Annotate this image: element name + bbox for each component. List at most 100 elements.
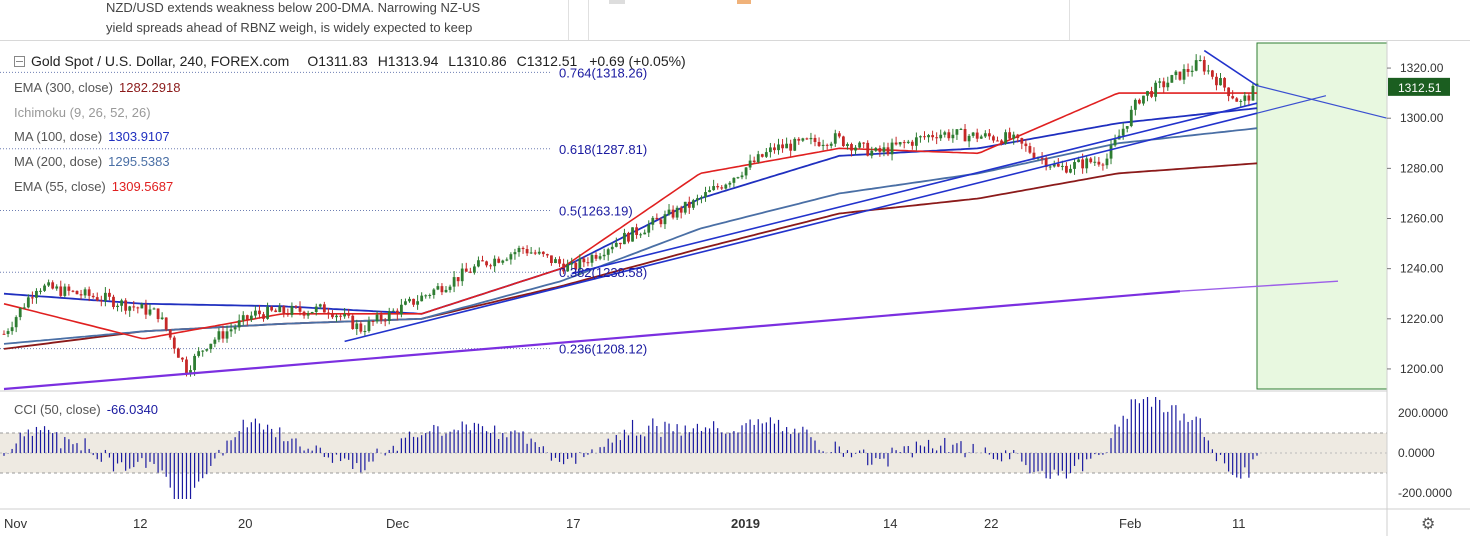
news-card[interactable]: NZD/USD extends weakness below 200-DMA. … xyxy=(92,0,569,40)
candle-body xyxy=(955,129,959,135)
candle-body xyxy=(2,333,6,335)
candle-body xyxy=(683,201,687,213)
candle-body xyxy=(886,147,890,155)
candle-body xyxy=(1186,69,1190,72)
candle-body xyxy=(825,144,829,146)
candle-body xyxy=(513,252,517,255)
candle-body xyxy=(71,290,75,292)
time-label: Dec xyxy=(386,516,410,531)
news-subline: yield spreads ahead of RBNZ weigh, is wi… xyxy=(106,20,473,35)
candle-body xyxy=(47,282,51,286)
fib-level-label: 0.5(1263.19) xyxy=(559,204,633,219)
ohlc-close: C1312.51 xyxy=(516,53,578,69)
candle-body xyxy=(83,289,87,296)
candle-body xyxy=(935,137,939,139)
candle-body xyxy=(1105,158,1109,166)
candle-body xyxy=(10,327,14,332)
indicator-ma100[interactable]: MA (100, dose) 1303.9107 xyxy=(14,129,170,144)
candle-body xyxy=(509,254,513,260)
candle-body xyxy=(728,182,732,185)
candle-body xyxy=(696,198,699,201)
candle-body xyxy=(363,331,367,333)
candle-body xyxy=(1097,161,1101,165)
time-label: 14 xyxy=(883,516,897,531)
candle-body xyxy=(614,242,618,247)
settings-gear-icon[interactable]: ⚙ xyxy=(1421,516,1435,533)
candle-body xyxy=(846,144,849,147)
candle-body xyxy=(1166,82,1170,88)
chart-area[interactable]: 1320.00 1300.00 1280.00 1260.00 1240.00 1220.… xyxy=(0,40,1470,536)
candle-body xyxy=(99,300,103,302)
symbol-title[interactable]: Gold Spot / U.S. Dollar, 240, FOREX.com xyxy=(31,53,290,69)
candle-body xyxy=(489,265,493,267)
candle-body xyxy=(992,136,995,141)
candle-body xyxy=(428,295,432,297)
price-tick-label: 1320.00 xyxy=(1400,61,1444,75)
candle-body xyxy=(651,217,655,225)
candle-body xyxy=(793,138,797,151)
candle-body xyxy=(43,285,46,291)
time-label: 2019 xyxy=(731,516,760,531)
candle-body xyxy=(1056,163,1060,167)
fib-level-label: 0.764(1318.26) xyxy=(559,65,647,80)
candle-body xyxy=(432,289,436,296)
candle-body xyxy=(785,143,789,149)
indicator-ma200[interactable]: MA (200, dose) 1295.5383 xyxy=(14,154,170,169)
indicator-name: MA (100, dose) xyxy=(14,129,103,144)
candle-body xyxy=(209,343,213,350)
candle-body xyxy=(63,286,67,296)
indicator-ema300[interactable]: EMA (300, close) 1282.2918 xyxy=(14,80,180,95)
chart-canvas[interactable]: 1320.00 1300.00 1280.00 1260.00 1240.00 1220.… xyxy=(0,41,1470,536)
cci-legend[interactable]: CCI (50, close) -66.0340 xyxy=(14,402,158,417)
candle-body xyxy=(103,292,107,301)
candle-body xyxy=(452,277,456,287)
candle-body xyxy=(894,142,898,145)
candle-body xyxy=(152,308,156,310)
candle-body xyxy=(1243,95,1247,101)
indicator-name: EMA (55, close) xyxy=(14,179,106,194)
candle-body xyxy=(1113,139,1117,146)
candle-body xyxy=(213,339,217,344)
candle-body xyxy=(270,306,274,311)
candle-body xyxy=(866,142,870,156)
time-label: 22 xyxy=(984,516,998,531)
fib-level-label: 0.236(1208.12) xyxy=(559,342,647,357)
candle-body xyxy=(26,297,30,308)
candle-body xyxy=(1040,157,1044,159)
candle-body xyxy=(197,351,201,356)
candle-body xyxy=(505,259,509,261)
candle-body xyxy=(801,138,805,141)
candle-body xyxy=(1060,165,1064,167)
indicator-ema55[interactable]: EMA (55, close) 1309.5687 xyxy=(14,179,173,194)
candle-body xyxy=(1138,99,1141,104)
candle-body xyxy=(22,307,26,309)
candle-body xyxy=(379,314,383,321)
cci-name: CCI (50, close) xyxy=(14,402,101,417)
collapse-icon[interactable] xyxy=(14,56,25,67)
candle-body xyxy=(1251,85,1255,101)
candle-body xyxy=(951,134,955,139)
candle-body xyxy=(156,308,160,320)
candle-body xyxy=(1223,78,1226,88)
candle-body xyxy=(582,258,586,263)
candle-body xyxy=(841,136,845,147)
candle-body xyxy=(440,286,444,293)
candle-body xyxy=(1158,81,1162,83)
candle-body xyxy=(460,268,464,282)
candle-body xyxy=(768,147,772,153)
indicator-name: EMA (300, close) xyxy=(14,80,113,95)
candle-body xyxy=(1077,159,1080,163)
indicator-ichimoku[interactable]: Ichimoku (9, 26, 52, 26) xyxy=(14,105,151,120)
candle-body xyxy=(517,247,521,253)
candle-body xyxy=(298,306,302,312)
candle-body xyxy=(987,133,991,137)
cci-tick-label: 200.0000 xyxy=(1398,406,1448,420)
news-card-secondary[interactable] xyxy=(588,0,1070,40)
candle-body xyxy=(1247,95,1251,101)
candle-body xyxy=(700,197,703,199)
candle-body xyxy=(55,286,59,289)
candle-body xyxy=(870,150,874,156)
candle-body xyxy=(436,286,440,290)
candle-body xyxy=(704,192,707,198)
candle-body xyxy=(878,148,882,152)
